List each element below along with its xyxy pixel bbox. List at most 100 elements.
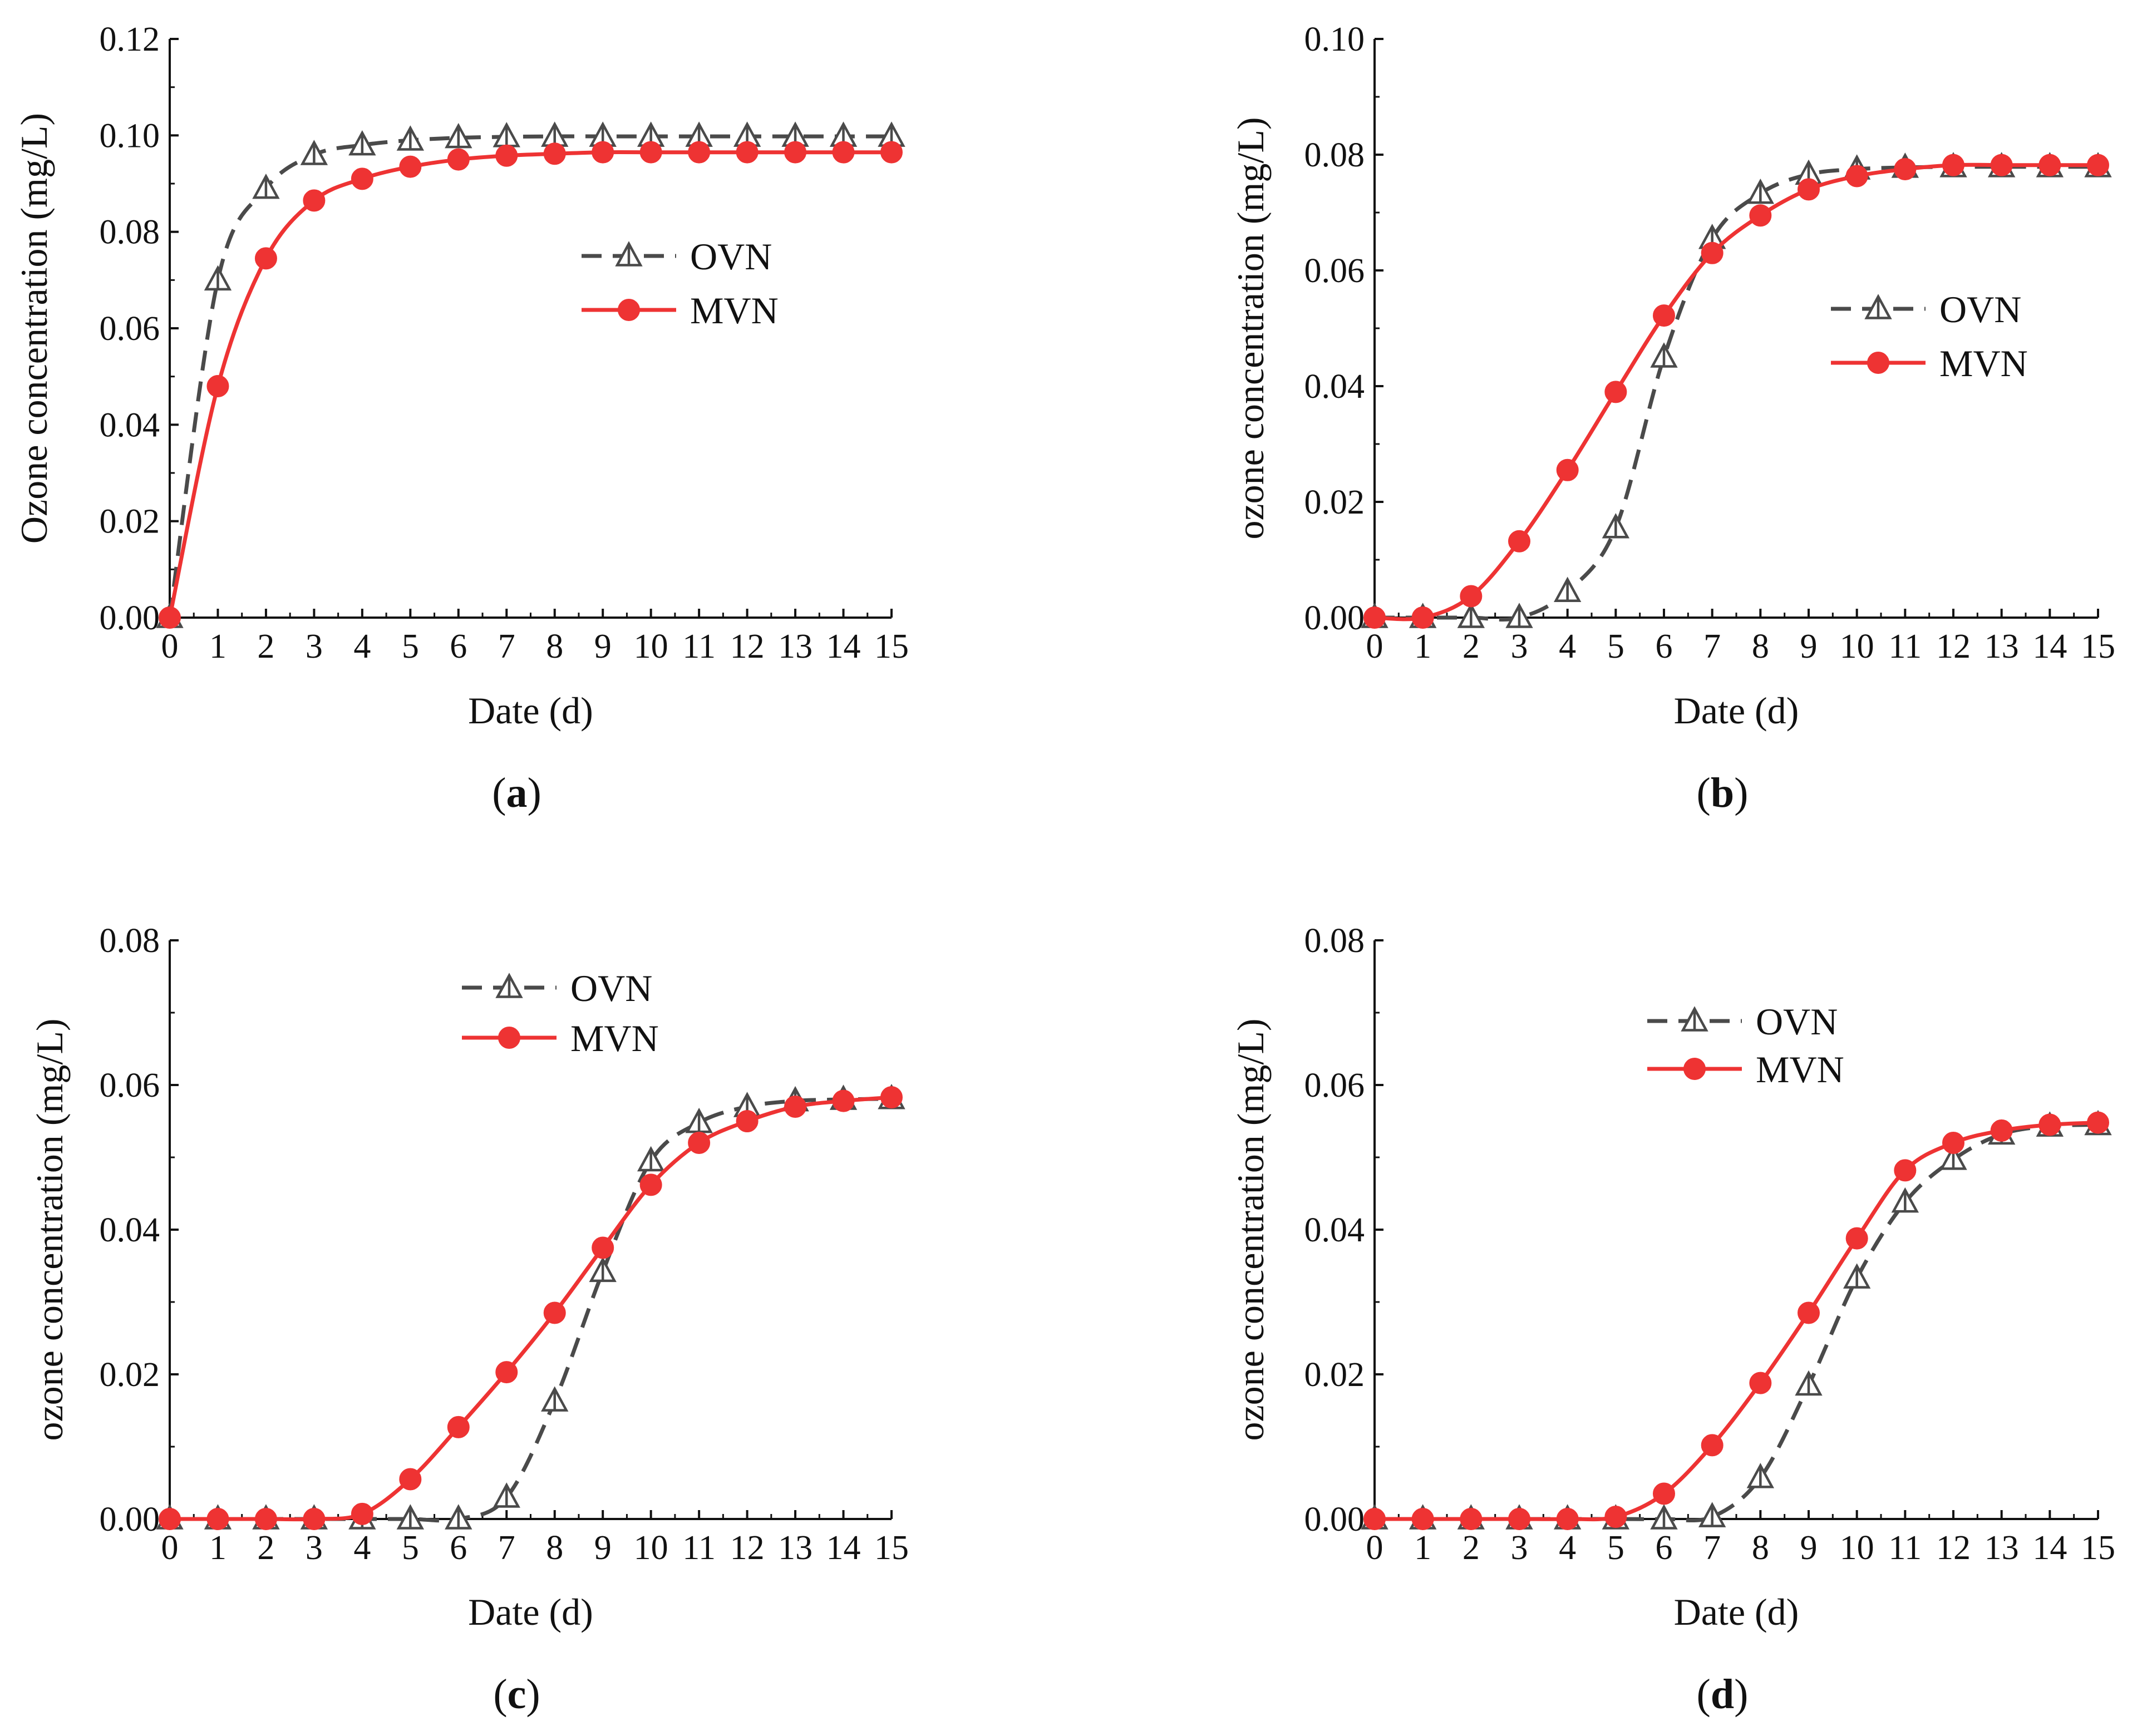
x-tick-label: 11	[682, 628, 716, 665]
x-tick-label: 9	[1800, 628, 1818, 665]
panel-caption: (b)	[1697, 770, 1749, 816]
y-tick-label: 0.10	[100, 117, 160, 155]
data-point-mvn	[206, 375, 229, 397]
data-point-ovn	[1891, 1187, 1919, 1213]
legend-label-mvn: MVN	[690, 289, 779, 332]
data-point-mvn	[880, 1086, 903, 1109]
y-tick-label: 0.02	[100, 503, 160, 541]
x-tick-label: 7	[498, 1529, 515, 1567]
y-tick-label: 0.06	[100, 310, 160, 348]
x-tick-label: 4	[353, 1529, 371, 1567]
x-tick-label: 10	[634, 628, 668, 665]
y-tick-label: 0.00	[100, 1501, 160, 1538]
legend-label-mvn: MVN	[1756, 1048, 1844, 1091]
x-tick-label: 0	[161, 628, 179, 665]
chart-panel-c: 0 1 2 3 4 5 6 7 8 9 10 11 12 13 14 150.000.020.040.060.…	[28, 922, 909, 1718]
data-point-ovn	[252, 173, 280, 199]
y-tick-label: 0.00	[1304, 1501, 1365, 1538]
data-point-ovn	[396, 125, 425, 151]
data-point-mvn	[254, 1508, 277, 1530]
data-point-ovn	[1795, 1370, 1823, 1396]
x-tick-label: 4	[353, 628, 371, 665]
panel-caption: (d)	[1697, 1671, 1749, 1718]
x-tick-label: 14	[826, 1529, 861, 1567]
legend-label-mvn: MVN	[1939, 342, 2028, 384]
x-tick-label: 14	[2032, 1529, 2067, 1567]
data-point-mvn	[784, 1096, 807, 1118]
x-tick-label: 12	[1936, 628, 1971, 665]
legend-marker-mvn	[1867, 352, 1889, 374]
data-point-mvn	[1894, 158, 1917, 180]
x-tick-label: 4	[1559, 1529, 1576, 1567]
series-ovn	[1361, 152, 2112, 628]
x-tick-label: 15	[2081, 628, 2115, 665]
y-tick-label: 0.08	[100, 214, 160, 251]
legend: OVN MVN	[462, 967, 659, 1059]
chart-panel-b: 0 1 2 3 4 5 6 7 8 9 10 11 12 13 14 150.000.020.040.060.…	[1229, 21, 2115, 816]
series-line-ovn	[1375, 1123, 2099, 1523]
x-tick-label: 1	[1414, 1529, 1431, 1567]
x-tick-label: 4	[1559, 628, 1576, 665]
data-point-mvn	[1604, 381, 1627, 403]
legend-label-ovn: OVN	[690, 235, 772, 278]
caption-letter: a	[506, 770, 528, 816]
caption-close-paren: )	[526, 1671, 540, 1718]
x-tick-label: 2	[257, 1529, 274, 1567]
y-tick-label: 0.06	[1304, 252, 1365, 290]
y-tick-label: 0.06	[100, 1067, 160, 1104]
x-tick-label: 3	[1511, 1529, 1528, 1567]
data-point-mvn	[399, 155, 422, 178]
y-tick-label: 0.10	[1304, 21, 1365, 58]
data-point-mvn	[1363, 606, 1386, 629]
caption-open-paren: (	[1697, 770, 1711, 816]
legend-marker-mvn	[618, 299, 640, 321]
legend: OVN MVN	[1831, 288, 2028, 384]
x-tick-label: 2	[257, 628, 274, 665]
data-point-mvn	[1411, 606, 1434, 629]
x-tick-label: 3	[306, 628, 323, 665]
data-point-mvn	[1460, 1508, 1483, 1530]
data-point-mvn	[1363, 1508, 1386, 1530]
data-point-mvn	[1653, 1482, 1675, 1505]
data-point-mvn	[688, 141, 711, 164]
data-point-ovn	[445, 122, 472, 149]
data-point-mvn	[736, 1110, 759, 1132]
x-tick-label: 6	[1656, 628, 1673, 665]
data-point-mvn	[447, 148, 470, 171]
x-tick-label: 8	[546, 1529, 563, 1567]
x-tick-label: 0	[1366, 628, 1383, 665]
y-tick-label: 0.04	[100, 1211, 160, 1249]
x-tick-label: 8	[1752, 1529, 1769, 1567]
y-tick-label: 0.04	[1304, 368, 1365, 406]
series-line-mvn	[1375, 1121, 2099, 1522]
data-point-mvn	[1749, 204, 1772, 227]
x-tick-label: 6	[450, 628, 467, 665]
data-point-mvn	[832, 141, 855, 164]
series-mvn	[159, 1086, 903, 1530]
data-point-ovn	[1553, 576, 1582, 602]
data-point-mvn	[254, 247, 277, 270]
data-point-ovn	[1650, 1504, 1678, 1530]
caption-close-paren: )	[1734, 1671, 1748, 1718]
data-point-mvn	[1894, 1159, 1917, 1182]
x-tick-label: 9	[594, 628, 612, 665]
y-axis-title: Ozone concentration (mg/L)	[13, 113, 55, 544]
series-mvn	[1363, 154, 2109, 629]
data-point-mvn	[1749, 1372, 1772, 1394]
x-tick-label: 13	[778, 628, 813, 665]
data-point-mvn	[832, 1089, 855, 1112]
data-point-ovn	[204, 265, 232, 291]
x-tick-label: 15	[2081, 1529, 2115, 1567]
data-point-ovn	[445, 1504, 472, 1530]
series-line-mvn	[168, 150, 892, 618]
data-point-mvn	[399, 1468, 422, 1491]
data-point-mvn	[351, 1502, 373, 1525]
data-point-mvn	[351, 167, 373, 190]
data-point-mvn	[543, 142, 566, 165]
x-axis-title: Date (d)	[1674, 1591, 1799, 1633]
legend-label-ovn: OVN	[1756, 1000, 1838, 1043]
legend-label-ovn: OVN	[1939, 288, 2021, 331]
legend: OVN MVN	[582, 235, 779, 332]
data-point-mvn	[639, 1173, 662, 1196]
